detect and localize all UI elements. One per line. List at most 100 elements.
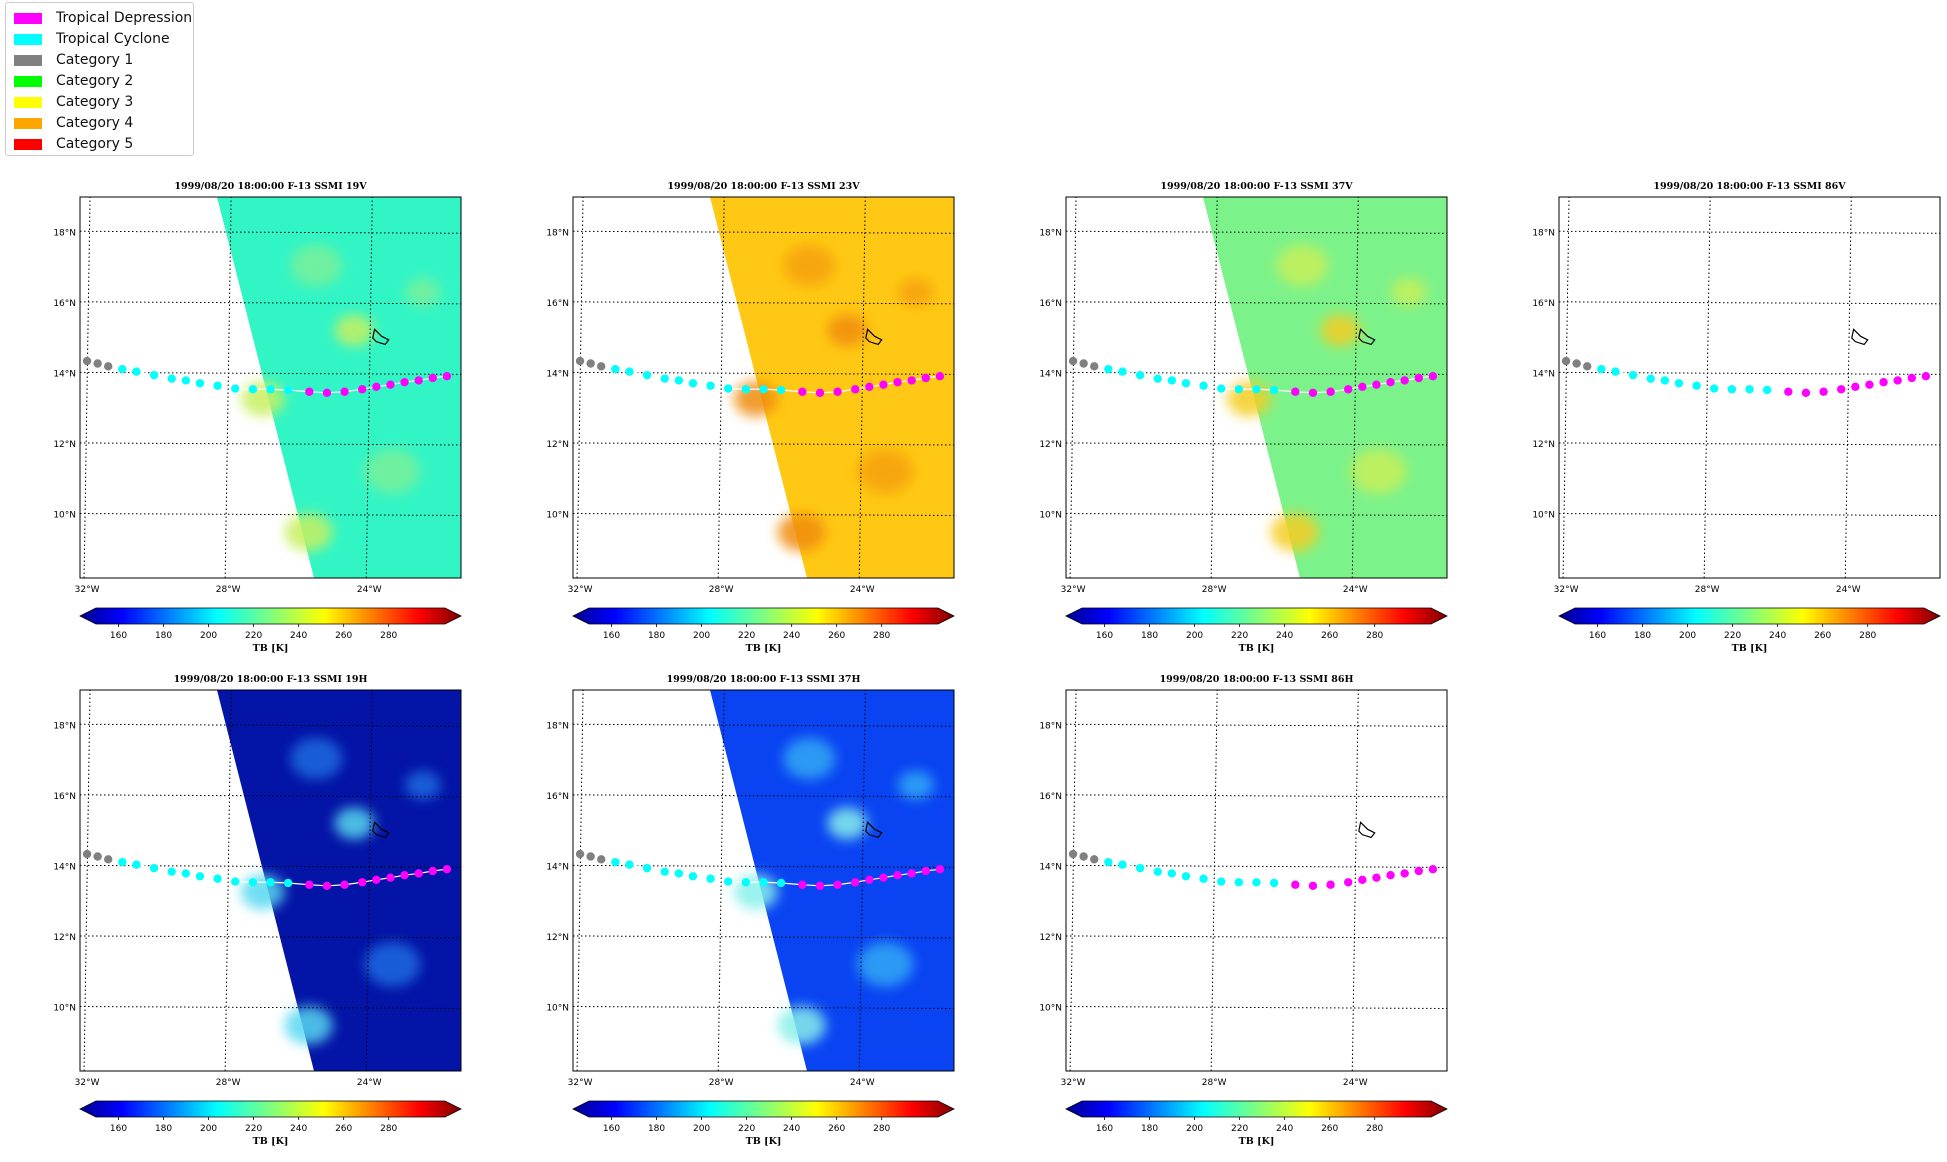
meridian: [576, 197, 584, 578]
colorbar-bar: [1065, 607, 1448, 625]
track-point: [597, 855, 606, 864]
colorbar-tick-label: 280: [1366, 1124, 1383, 1134]
track-point: [1372, 873, 1381, 882]
colorbar-tick-label: 180: [155, 631, 172, 641]
colorbar-tick-label: 280: [1366, 631, 1383, 641]
colorbar-tick-label: 160: [1589, 631, 1606, 641]
map-area: [1066, 690, 1447, 1071]
colorbar-tick-label: 260: [828, 631, 845, 641]
colorbar-tick-label: 220: [245, 631, 262, 641]
track-point: [642, 370, 652, 380]
meridian: [1069, 690, 1077, 1071]
lon-tick-label: 32°W: [1061, 585, 1086, 595]
legend-swatch: [14, 13, 42, 24]
track-point: [1414, 866, 1423, 876]
lat-tick-label: 18°N: [53, 721, 76, 731]
tb-anomaly: [240, 874, 285, 910]
lon-tick-label: 32°W: [75, 585, 100, 595]
colorbar-label: TB [K]: [1239, 1136, 1275, 1147]
lon-tick-label: 24°W: [1836, 585, 1861, 595]
tb-anomaly: [783, 737, 836, 780]
lat-tick-label: 18°N: [1039, 228, 1062, 238]
track-point: [865, 875, 874, 884]
map-frame: [79, 689, 462, 1072]
tb-anomaly: [827, 314, 868, 347]
track-point: [851, 878, 860, 887]
track-point: [706, 874, 715, 883]
track-point: [1921, 372, 1931, 381]
lat-tick-label: 14°N: [53, 369, 76, 379]
panel-title: 1999/08/20 18:00:00 F-13 SSMI 37V: [1160, 181, 1353, 192]
track-point: [1851, 382, 1860, 391]
colorbar-tick-label: 180: [1141, 1124, 1158, 1134]
track-point: [167, 867, 176, 876]
map-area: [1066, 197, 1447, 578]
legend-label: Tropical Depression: [56, 10, 193, 26]
track-point: [1400, 376, 1409, 385]
tb-anomaly: [240, 381, 285, 417]
map-panel: 1999/08/20 18:00:00 F-13 SSMI 37H 18°N 16°…: [546, 674, 955, 1147]
satellite-swath: [1203, 197, 1447, 578]
colorbar-bar: [1065, 1100, 1448, 1118]
lon-tick-label: 24°W: [850, 585, 875, 595]
map-frame: [572, 689, 955, 1072]
tb-anomaly: [364, 941, 421, 987]
track-point: [586, 359, 595, 368]
colorbar-label: TB [K]: [253, 1136, 289, 1147]
track-point: [759, 385, 768, 394]
track-point: [149, 863, 159, 873]
track-point: [386, 380, 395, 389]
colorbar-tick-label: 280: [380, 1124, 397, 1134]
track-point: [1762, 385, 1772, 395]
track-point: [660, 867, 669, 876]
parallel: [1066, 1006, 1447, 1009]
lon-tick-label: 32°W: [568, 585, 593, 595]
track-point: [865, 382, 874, 391]
legend-label: Category 3: [56, 94, 134, 110]
map-frame: [1065, 196, 1448, 579]
lat-tick-label: 10°N: [53, 1004, 76, 1014]
tb-anomaly: [827, 807, 868, 840]
track-point: [372, 382, 381, 391]
track-point: [266, 385, 275, 394]
legend-label: Category 2: [56, 73, 134, 89]
lat-tick-label: 12°N: [1039, 440, 1062, 450]
colorbar-label: TB [K]: [253, 643, 289, 654]
tb-anomaly: [857, 941, 914, 987]
tb-anomaly: [290, 737, 343, 780]
track-point: [283, 878, 293, 888]
lat-tick-label: 12°N: [1039, 933, 1062, 943]
track-point: [181, 869, 191, 878]
track-point: [688, 872, 698, 881]
track-point: [231, 877, 240, 886]
colorbar-tick-label: 220: [738, 1124, 755, 1134]
lat-tick-label: 14°N: [1532, 369, 1555, 379]
lon-tick-label: 28°W: [216, 585, 241, 595]
lat-tick-label: 18°N: [53, 228, 76, 238]
legend-label: Category 4: [56, 115, 134, 131]
tb-anomaly: [404, 277, 441, 307]
track-point: [597, 362, 606, 371]
map-panel: 1999/08/20 18:00:00 F-13 SSMI 86H 18°N 16°…: [1039, 674, 1448, 1147]
lon-tick-label: 28°W: [709, 1078, 734, 1088]
track-point: [798, 387, 807, 396]
track-point: [340, 387, 349, 396]
lat-tick-label: 10°N: [1039, 511, 1062, 521]
track-point: [1414, 373, 1423, 383]
track-point: [1572, 359, 1581, 368]
track-point: [414, 376, 423, 385]
track-point: [1153, 374, 1162, 383]
colorbar-tick-label: 200: [1186, 631, 1203, 641]
meridian: [83, 690, 91, 1071]
lon-tick-label: 28°W: [216, 1078, 241, 1088]
track-point: [1104, 857, 1113, 867]
track-point: [442, 865, 452, 874]
lon-tick-label: 28°W: [1202, 1078, 1227, 1088]
lon-tick-label: 28°W: [1695, 585, 1720, 595]
tb-anomaly: [777, 1006, 826, 1045]
colorbar-tick-label: 200: [1186, 1124, 1203, 1134]
colorbar: 160 180 200 220 240 260 280 TB [K]: [1065, 1100, 1448, 1147]
tb-anomaly: [1276, 244, 1329, 287]
track-point: [195, 872, 205, 881]
track-point: [1181, 379, 1191, 388]
